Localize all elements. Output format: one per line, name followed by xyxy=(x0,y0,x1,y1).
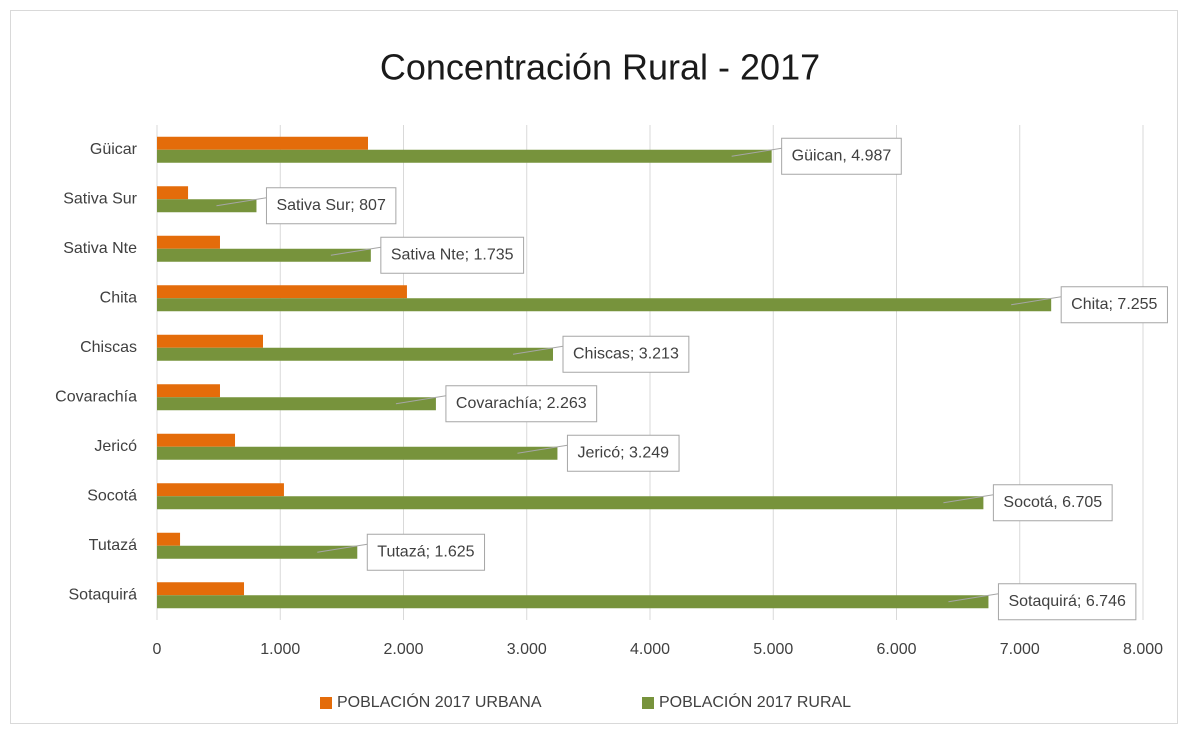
x-tick-label: 6.000 xyxy=(876,641,916,658)
bar xyxy=(157,496,984,510)
x-tick-label: 4.000 xyxy=(630,641,670,658)
bar xyxy=(157,199,257,213)
data-label: Sativa Nte; 1.735 xyxy=(391,246,514,263)
data-label: Jericó; 3.249 xyxy=(577,444,669,461)
leader-line xyxy=(517,444,568,454)
data-label-box xyxy=(781,137,902,175)
leader-line xyxy=(948,593,999,603)
y-tick-label: Güicar xyxy=(90,141,138,158)
y-tick-label: Chita xyxy=(100,289,137,306)
bar xyxy=(157,298,1052,312)
data-label-box xyxy=(265,187,397,225)
bar xyxy=(157,334,263,348)
data-label: Sativa Sur; 807 xyxy=(276,197,386,214)
data-label: Güican, 4.987 xyxy=(792,147,892,164)
bar xyxy=(157,186,189,200)
legend-swatch xyxy=(320,697,332,709)
bar xyxy=(157,285,407,299)
data-label: Chita; 7.255 xyxy=(1071,296,1157,313)
data-label-box xyxy=(562,335,690,373)
x-tick-label: 3.000 xyxy=(507,641,547,658)
data-label-box xyxy=(992,484,1113,522)
bar xyxy=(157,433,236,447)
data-label: Tutazá; 1.625 xyxy=(377,543,474,560)
y-tick-label: Chiscas xyxy=(80,339,137,356)
y-tick-label: Sativa Sur xyxy=(63,190,137,207)
x-tick-label: 0 xyxy=(153,641,162,658)
bar xyxy=(157,136,369,150)
legend-label: POBLACIÓN 2017 URBANA xyxy=(337,692,542,711)
bar xyxy=(157,149,772,163)
bar xyxy=(157,595,989,609)
bar xyxy=(157,446,558,460)
x-tick-label: 1.000 xyxy=(260,641,300,658)
legend-swatch xyxy=(642,697,654,709)
x-tick-label: 2.000 xyxy=(383,641,423,658)
data-label-box xyxy=(566,434,680,472)
data-label-box xyxy=(997,583,1137,621)
data-label: Chiscas; 3.213 xyxy=(573,345,679,362)
leader-line xyxy=(395,395,446,405)
data-label-box xyxy=(1060,286,1168,324)
bar xyxy=(157,532,181,546)
leader-line xyxy=(512,345,564,355)
bar xyxy=(157,347,554,361)
bar xyxy=(157,397,436,411)
bar xyxy=(157,545,358,559)
x-tick-label: 8.000 xyxy=(1123,641,1163,658)
data-label-box xyxy=(445,385,598,423)
y-tick-label: Socotá xyxy=(87,487,137,504)
leader-line xyxy=(216,197,267,207)
y-tick-label: Covarachía xyxy=(55,388,137,405)
y-tick-label: Tutazá xyxy=(89,537,137,554)
y-tick-label: Jericó xyxy=(94,438,137,455)
leader-line xyxy=(330,246,381,256)
leader-line xyxy=(1011,296,1062,306)
bar xyxy=(157,248,371,262)
y-tick-label: Sativa Nte xyxy=(63,240,137,257)
leader-line xyxy=(317,543,368,553)
data-label: Covarachía; 2.263 xyxy=(456,395,587,412)
x-tick-label: 7.000 xyxy=(1000,641,1040,658)
bar xyxy=(157,582,245,596)
data-label: Sotaquirá; 6.746 xyxy=(1008,593,1126,610)
bar xyxy=(157,483,284,497)
data-label-box xyxy=(366,533,486,571)
y-tick-label: Sotaquirá xyxy=(69,586,138,603)
leader-line xyxy=(943,494,994,504)
leader-line xyxy=(731,147,782,157)
chart-title: Concentración Rural - 2017 xyxy=(380,47,820,88)
bar xyxy=(157,384,220,398)
x-tick-label: 5.000 xyxy=(753,641,793,658)
bar xyxy=(157,235,220,249)
legend-label: POBLACIÓN 2017 RURAL xyxy=(659,692,851,711)
data-label-box xyxy=(380,236,525,274)
data-label: Socotá, 6.705 xyxy=(1003,494,1102,511)
